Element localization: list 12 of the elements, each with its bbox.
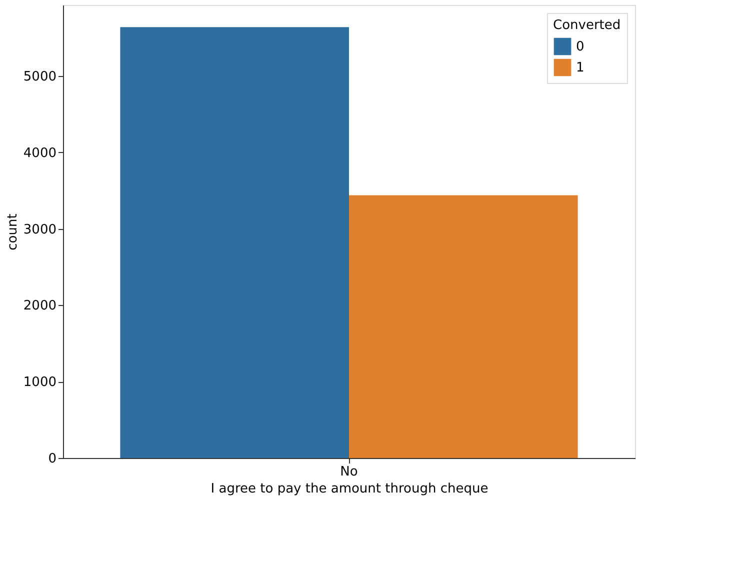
y-axis-title: count xyxy=(5,214,20,250)
legend-title: Converted xyxy=(553,18,621,33)
x-axis-title: I agree to pay the amount through cheque xyxy=(210,482,488,496)
y-tick-label: 0 xyxy=(48,452,56,466)
y-tick-label: 2000 xyxy=(23,298,56,314)
y-tick-label: 4000 xyxy=(23,146,56,161)
legend-label: 1 xyxy=(576,60,584,76)
y-tick-label: 5000 xyxy=(23,70,56,85)
y-tick-label: 1000 xyxy=(23,375,56,390)
x-tick-label: No xyxy=(340,464,358,480)
legend-label: 0 xyxy=(576,40,584,54)
y-tick-label: 3000 xyxy=(23,222,56,238)
